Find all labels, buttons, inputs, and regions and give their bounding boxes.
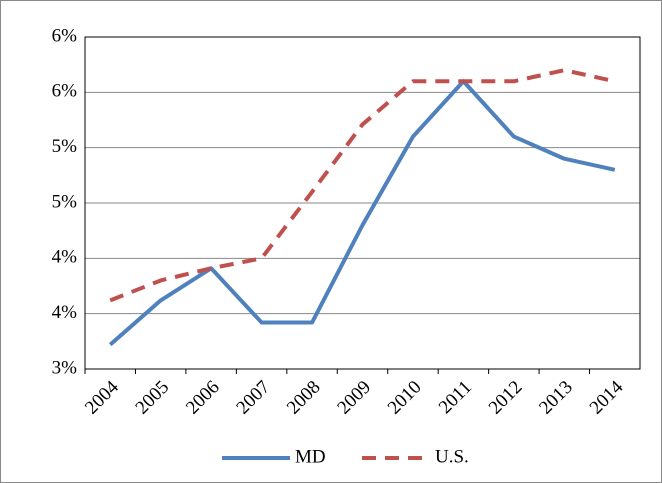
- y-tick-label: 4%: [52, 302, 78, 323]
- y-tick-label: 3%: [52, 357, 78, 378]
- legend-label: MD: [295, 446, 326, 467]
- legend-label: U.S.: [435, 446, 469, 467]
- y-tick-label: 6%: [52, 81, 78, 102]
- plot-area: [84, 36, 641, 370]
- y-tick-label: 5%: [52, 191, 78, 212]
- series-line: [109, 68, 616, 303]
- y-tick-label: 5%: [52, 136, 78, 157]
- series-line: [108, 79, 616, 347]
- y-tick-label: 4%: [52, 247, 78, 268]
- y-tick-label: 6%: [52, 25, 78, 46]
